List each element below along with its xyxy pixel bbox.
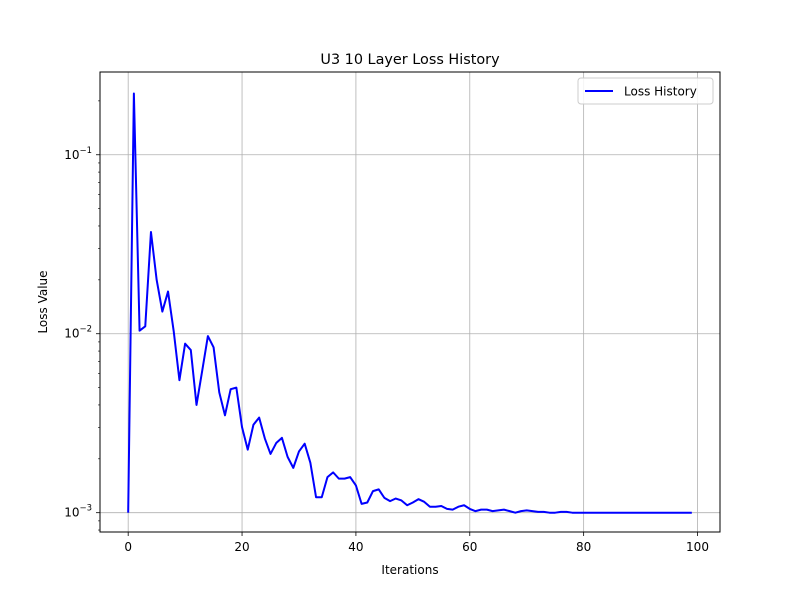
y-axis-title: Loss Value [36,270,50,333]
x-tick-label: 60 [462,540,477,554]
legend: Loss History [577,77,714,105]
series-line [127,92,692,514]
x-axis-title: Iterations [381,563,438,577]
legend-box [577,77,714,105]
y-tick-label: 10−1 [64,146,92,162]
x-tick-label: 100 [686,540,709,554]
y-tick-label: 10−2 [64,325,92,341]
x-tick-label: 20 [234,540,249,554]
legend-label: Loss History [624,85,697,99]
y-axis: 10−310−210−1 [64,100,100,531]
x-axis: 0 20 40 60 80 100 [124,532,709,554]
series-layer [127,92,692,514]
y-tick-label-exponent: −1 [79,146,92,156]
y-tick-label: 10−3 [64,504,92,520]
plot-area [100,72,720,532]
x-tick-label: 40 [348,540,363,554]
y-tick-label-base: 10 [64,327,79,341]
plot-frame [99,71,721,533]
chart-title: U3 10 Layer Loss History [320,52,500,68]
x-tick-label: 0 [124,540,132,554]
x-tick-label: 80 [576,540,591,554]
y-tick-label-exponent: −2 [79,325,92,335]
y-tick-label-base: 10 [64,148,79,162]
y-tick-label-base: 10 [64,506,79,520]
y-tick-label-exponent: −3 [79,504,92,514]
